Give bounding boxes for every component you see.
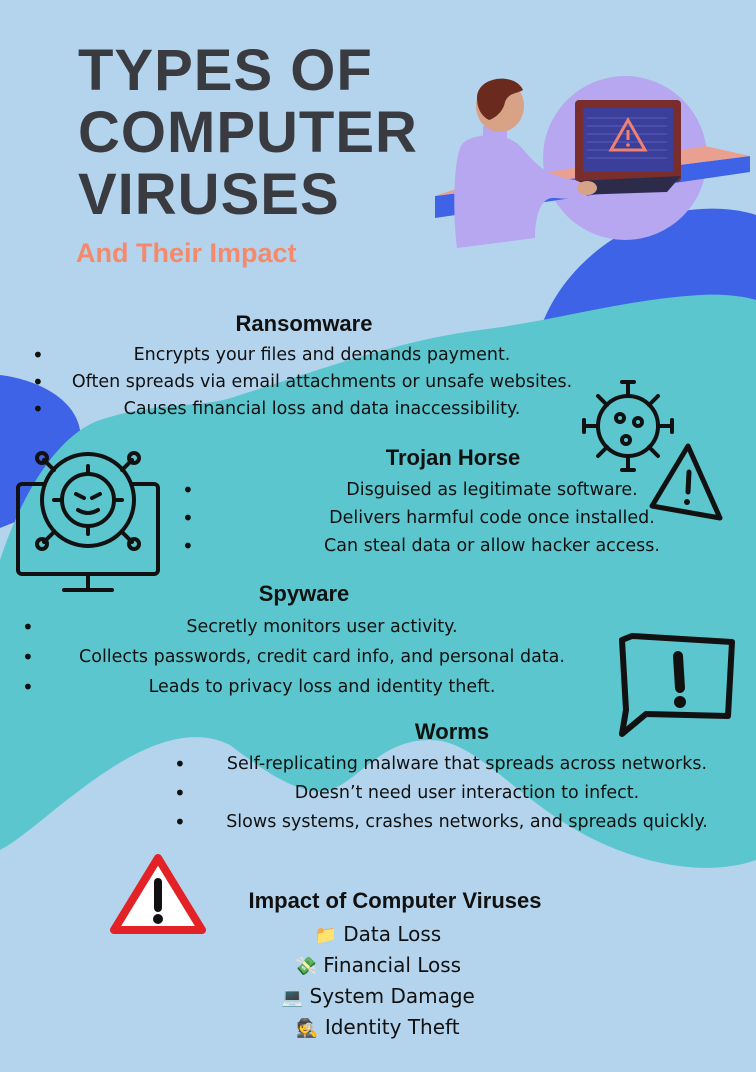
worms-heading: Worms <box>414 719 490 744</box>
person-hair <box>477 78 523 120</box>
title-line-3: VIRUSES <box>78 162 340 227</box>
spyware-heading: Spyware <box>258 581 350 606</box>
red-warning-sign-icon <box>110 854 206 934</box>
trojan-heading: Trojan Horse <box>385 445 521 470</box>
title-line-1: TYPES OF <box>78 38 373 103</box>
screen-warning-icon <box>608 116 648 152</box>
detective-icon: 🕵 <box>296 1018 319 1039</box>
person-body <box>454 135 590 248</box>
virus-icon <box>582 380 723 521</box>
teal-blob-main <box>0 294 756 868</box>
infected-monitor-icon <box>16 451 160 592</box>
list-item: 📁 Data Loss <box>314 922 442 946</box>
ransomware-heading: Ransomware <box>235 311 373 336</box>
person-hand <box>577 181 597 195</box>
folder-icon: 📁 <box>314 925 338 946</box>
laptop-icon: 💻 <box>281 987 304 1008</box>
title-line-2: COMPUTER <box>78 100 418 165</box>
alert-speech-bubble-icon <box>619 633 735 737</box>
list-item: 🕵 Identity Theft <box>296 1015 460 1039</box>
list-item: 💸 Financial Loss <box>294 953 462 977</box>
subtitle: And Their Impact <box>76 238 297 268</box>
title-block: TYPES OF COMPUTER VIRUSES <box>78 40 418 226</box>
money-icon: 💸 <box>294 956 318 977</box>
warning-triangle-icon <box>649 443 723 521</box>
person-at-laptop-warning-illustration <box>435 76 750 248</box>
list-item: 💻 System Damage <box>281 984 475 1008</box>
impact-heading: Impact of Computer Viruses <box>248 888 542 913</box>
